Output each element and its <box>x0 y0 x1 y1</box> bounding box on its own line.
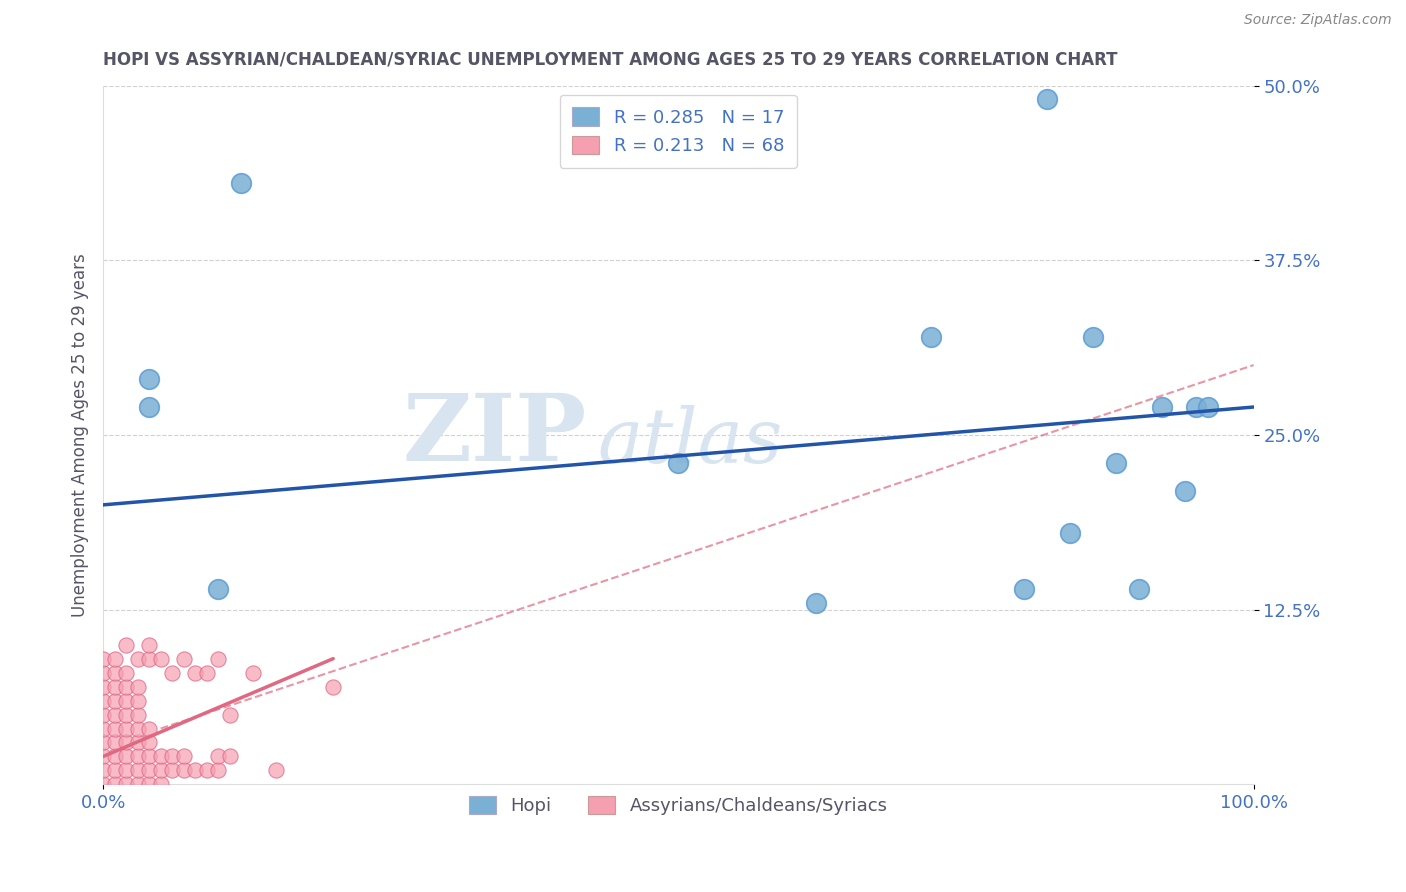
Point <box>91 735 114 749</box>
Point <box>806 596 828 610</box>
Point <box>91 707 114 722</box>
Point <box>115 693 138 707</box>
Point <box>127 735 149 749</box>
Text: atlas: atlas <box>598 405 783 479</box>
Point <box>149 651 172 665</box>
Point <box>127 693 149 707</box>
Point <box>160 665 183 680</box>
Point <box>115 735 138 749</box>
Point <box>138 749 160 764</box>
Point <box>1035 93 1057 107</box>
Point <box>91 693 114 707</box>
Point <box>218 707 240 722</box>
Point <box>195 764 218 778</box>
Point <box>1174 483 1197 498</box>
Point <box>115 707 138 722</box>
Point <box>127 749 149 764</box>
Point <box>138 764 160 778</box>
Point <box>91 777 114 791</box>
Point <box>195 665 218 680</box>
Point <box>127 764 149 778</box>
Point <box>104 665 127 680</box>
Point <box>104 735 127 749</box>
Point <box>207 651 229 665</box>
Point <box>242 665 264 680</box>
Text: Source: ZipAtlas.com: Source: ZipAtlas.com <box>1244 13 1392 28</box>
Point <box>138 651 160 665</box>
Y-axis label: Unemployment Among Ages 25 to 29 years: Unemployment Among Ages 25 to 29 years <box>72 253 89 617</box>
Point <box>91 651 114 665</box>
Point <box>1128 582 1150 596</box>
Point <box>184 764 207 778</box>
Point <box>138 372 160 386</box>
Point <box>138 638 160 652</box>
Point <box>104 764 127 778</box>
Point <box>184 665 207 680</box>
Point <box>1197 400 1219 414</box>
Point <box>173 764 195 778</box>
Point <box>138 735 160 749</box>
Point <box>920 330 942 344</box>
Point <box>91 665 114 680</box>
Point <box>115 777 138 791</box>
Point <box>1150 400 1173 414</box>
Point <box>115 638 138 652</box>
Point <box>127 722 149 736</box>
Point <box>115 722 138 736</box>
Point <box>127 651 149 665</box>
Point <box>207 749 229 764</box>
Point <box>322 680 344 694</box>
Point <box>115 764 138 778</box>
Point <box>138 722 160 736</box>
Point <box>218 749 240 764</box>
Point <box>149 749 172 764</box>
Point <box>264 764 287 778</box>
Point <box>104 749 127 764</box>
Text: HOPI VS ASSYRIAN/CHALDEAN/SYRIAC UNEMPLOYMENT AMONG AGES 25 TO 29 YEARS CORRELAT: HOPI VS ASSYRIAN/CHALDEAN/SYRIAC UNEMPLO… <box>103 51 1118 69</box>
Point <box>138 400 160 414</box>
Point <box>104 680 127 694</box>
Point <box>91 764 114 778</box>
Point <box>666 456 689 470</box>
Point <box>1059 525 1081 540</box>
Point <box>160 764 183 778</box>
Legend: Hopi, Assyrians/Chaldeans/Syriacs: Hopi, Assyrians/Chaldeans/Syriacs <box>460 787 897 824</box>
Point <box>207 764 229 778</box>
Point <box>115 680 138 694</box>
Point <box>1104 456 1126 470</box>
Point <box>1012 582 1035 596</box>
Point <box>231 177 253 191</box>
Point <box>207 582 229 596</box>
Point <box>104 693 127 707</box>
Point <box>91 749 114 764</box>
Point <box>104 707 127 722</box>
Point <box>149 764 172 778</box>
Point <box>149 777 172 791</box>
Point <box>104 651 127 665</box>
Point <box>127 707 149 722</box>
Point <box>91 680 114 694</box>
Point <box>127 777 149 791</box>
Point <box>115 665 138 680</box>
Point <box>173 651 195 665</box>
Point <box>104 722 127 736</box>
Point <box>104 777 127 791</box>
Point <box>1185 400 1208 414</box>
Point <box>115 749 138 764</box>
Point <box>127 680 149 694</box>
Point <box>160 749 183 764</box>
Point <box>1081 330 1104 344</box>
Point <box>91 722 114 736</box>
Point <box>173 749 195 764</box>
Point <box>138 777 160 791</box>
Text: ZIP: ZIP <box>402 390 586 480</box>
